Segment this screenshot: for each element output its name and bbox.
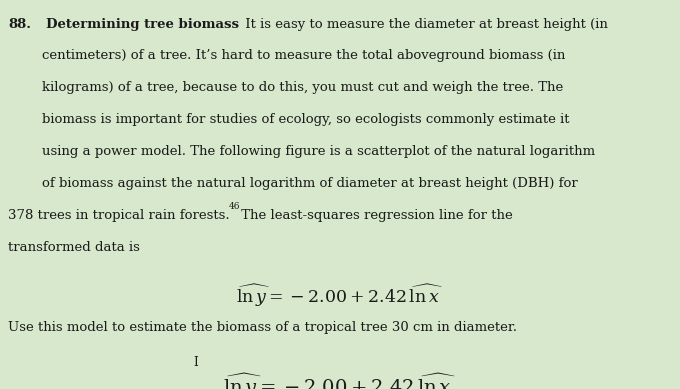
Text: It is easy to measure the diameter at breast height (in: It is easy to measure the diameter at br… bbox=[241, 18, 609, 30]
Text: centimeters) of a tree. It’s hard to measure the total aboveground biomass (in: centimeters) of a tree. It’s hard to mea… bbox=[42, 49, 566, 62]
Text: of biomass against the natural logarithm of diameter at breast height (DBH) for: of biomass against the natural logarithm… bbox=[42, 177, 578, 190]
Text: The least-squares regression line for the: The least-squares regression line for th… bbox=[237, 209, 513, 222]
Text: 88.: 88. bbox=[8, 18, 31, 30]
Text: using a power model. The following figure is a scatterplot of the natural logari: using a power model. The following figur… bbox=[42, 145, 595, 158]
Text: Determining tree biomass: Determining tree biomass bbox=[46, 18, 239, 30]
Text: $\widehat{\ln y} = -2.00 + 2.42\,\widehat{\ln x}$: $\widehat{\ln y} = -2.00 + 2.42\,\wideha… bbox=[224, 371, 456, 389]
Text: 46: 46 bbox=[229, 202, 241, 211]
Text: transformed data is: transformed data is bbox=[8, 241, 140, 254]
Text: I: I bbox=[194, 356, 199, 369]
Text: kilograms) of a tree, because to do this, you must cut and weigh the tree. The: kilograms) of a tree, because to do this… bbox=[42, 81, 564, 94]
Text: Use this model to estimate the biomass of a tropical tree 30 cm in diameter.: Use this model to estimate the biomass o… bbox=[8, 321, 517, 333]
Text: 378 trees in tropical rain forests.: 378 trees in tropical rain forests. bbox=[8, 209, 230, 222]
Text: biomass is important for studies of ecology, so ecologists commonly estimate it: biomass is important for studies of ecol… bbox=[42, 113, 570, 126]
Text: $\widehat{\ln y} = -2.00 + 2.42\,\widehat{\ln x}$: $\widehat{\ln y} = -2.00 + 2.42\,\wideha… bbox=[236, 282, 444, 309]
